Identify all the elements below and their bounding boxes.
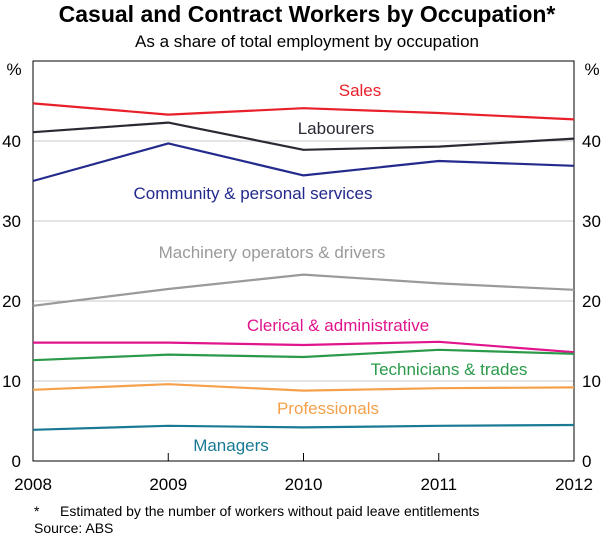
y-tick-label-left: 30	[2, 212, 21, 231]
series-label-machinery-operators-drivers: Machinery operators & drivers	[159, 243, 386, 262]
y-tick-label-left: 20	[2, 292, 21, 311]
series-lines	[32, 102, 575, 431]
y-tick-label-right: 10	[582, 372, 601, 391]
y-tick-label-left: 40	[2, 132, 21, 151]
x-tick-label: 2008	[14, 475, 52, 494]
y-tick-label-right: 0	[582, 452, 591, 471]
series-labels: Sales Labourers Community & personal servi…	[133, 81, 527, 455]
series-line-machinery-operators-drivers	[32, 273, 575, 307]
y-tick-labels: 0 0 10 10 20 20 30 30 40 40	[2, 132, 601, 471]
source-note: Source: ABS	[34, 520, 114, 536]
x-tick-label: 2010	[285, 475, 323, 494]
series-line-clerical-administrative	[33, 340, 575, 354]
series-label-clerical-administrative: Clerical & administrative	[247, 316, 429, 335]
y-tick-label-left: 0	[12, 452, 21, 471]
series-label-community-personal-services: Community & personal services	[133, 184, 372, 203]
x-tick-label: 2012	[555, 475, 593, 494]
y-tick-label-left: 10	[2, 372, 21, 391]
series-line-sales	[32, 102, 575, 121]
series-line-community-personal-services	[32, 142, 575, 183]
x-tick-labels: 2008 2009 2010 2011 2012	[14, 475, 593, 494]
series-label-managers: Managers	[193, 436, 269, 455]
series-line-professionals	[32, 383, 575, 392]
chart-subtitle: As a share of total employment by occupa…	[135, 32, 479, 51]
x-tick-marks	[167, 453, 440, 461]
y-tick-label-right: 30	[582, 212, 601, 231]
chart-title: Casual and Contract Workers by Occupatio…	[58, 1, 556, 27]
x-tick-label: 2009	[149, 475, 187, 494]
y-unit-right: %	[584, 60, 599, 79]
x-tick-label: 2011	[420, 475, 457, 494]
footnote: * Estimated by the number of workers with…	[34, 502, 479, 520]
series-label-professionals: Professionals	[277, 399, 379, 418]
series-line-technicians-trades	[32, 348, 575, 362]
y-unit-left: %	[6, 60, 21, 79]
footnote-marker: *	[34, 503, 40, 519]
footnote-text: Estimated by the number of workers witho…	[60, 503, 480, 519]
y-tick-label-right: 20	[582, 292, 601, 311]
series-label-labourers: Labourers	[298, 119, 375, 138]
gridlines	[33, 140, 574, 382]
series-label-sales: Sales	[339, 81, 382, 100]
series-line-managers	[32, 423, 575, 431]
series-label-technicians-trades: Technicians & trades	[371, 360, 528, 379]
y-tick-label-right: 40	[582, 132, 601, 151]
series-line-labourers	[32, 121, 575, 151]
